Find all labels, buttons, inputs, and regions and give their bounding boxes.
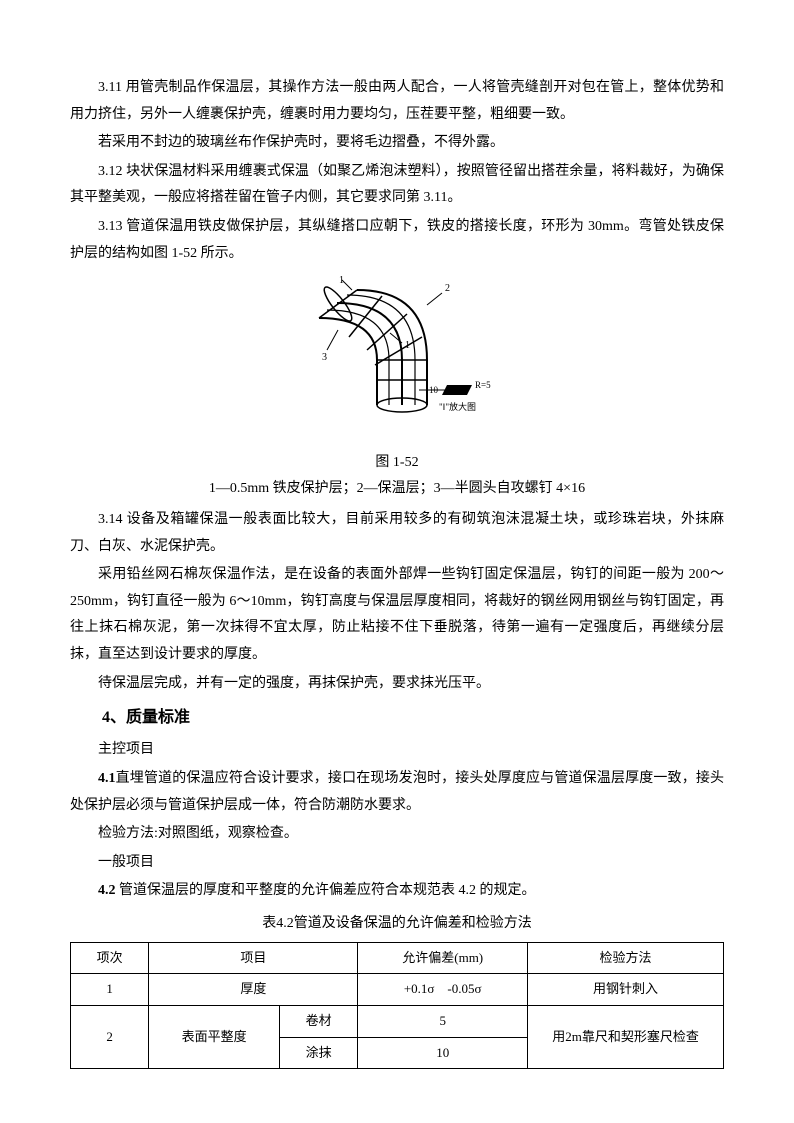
table-row-1: 1 厚度 +0.1σ -0.05σ 用钢针刺入 [71, 974, 724, 1006]
cell-method-2: 用2m靠尺和契形塞尺检查 [528, 1006, 724, 1069]
para-4-1-text: 直埋管道的保温应符合设计要求，接口在现场发泡时，接头处厚度应与管道保温层厚度一致… [70, 771, 724, 813]
figure-1-52: 1 2 1 3 10 R=5 "Ⅰ"放大图 [70, 275, 724, 446]
para-4-1: 4.1直埋管道的保温应符合设计要求，接口在现场发泡时，接头处厚度应与管道保温层厚… [70, 766, 724, 819]
para-4-1-prefix: 4.1 [98, 771, 116, 786]
para-4-2-prefix: 4.2 [98, 883, 116, 898]
para-3-14b: 采用铅丝网石棉灰保温作法，是在设备的表面外部焊一些钩钉固定保温层，钩钉的间距一般… [70, 562, 724, 668]
th-tolerance: 允许偏差(mm) [358, 942, 528, 974]
bent-pipe-diagram: 1 2 1 3 10 R=5 "Ⅰ"放大图 [297, 275, 497, 435]
figure-label-10: 10 [429, 385, 439, 395]
para-3-11b: 若采用不封边的玻璃丝布作保护壳时，要将毛边摺叠，不得外露。 [70, 130, 724, 157]
figure-label-detail: "Ⅰ"放大图 [439, 401, 476, 412]
cell-tol-1: +0.1σ -0.05σ [358, 974, 528, 1006]
para-4-1-method: 检验方法:对照图纸，观察检查。 [70, 821, 724, 848]
para-4-2-text: 管道保温层的厚度和平整度的允许偏差应符合本规范表 4.2 的规定。 [116, 883, 536, 898]
cell-no-2: 2 [71, 1006, 149, 1069]
cell-name-1: 厚度 [149, 974, 358, 1006]
figure-caption: 图 1-52 [70, 450, 724, 477]
para-4-2: 4.2 管道保温层的厚度和平整度的允许偏差应符合本规范表 4.2 的规定。 [70, 878, 724, 905]
cell-name-2: 表面平整度 [149, 1006, 280, 1069]
cell-sub2-name: 涂抹 [279, 1037, 357, 1069]
th-item-no: 项次 [71, 942, 149, 974]
para-3-13: 3.13 管道保温用铁皮做保护层，其纵缝搭口应朝下，铁皮的搭接长度，环形为 30… [70, 214, 724, 267]
figure-label-r5: R=5 [475, 380, 491, 390]
table-row-2a: 2 表面平整度 卷材 5 用2m靠尺和契形塞尺检查 [71, 1006, 724, 1038]
cell-sub1-tol: 5 [358, 1006, 528, 1038]
figure-label-1: 1 [339, 275, 344, 286]
figure-label-1b: 1 [405, 340, 410, 351]
para-3-14c: 待保温层完成，并有一定的强度，再抹保护壳，要求抹光压平。 [70, 671, 724, 698]
figure-label-2: 2 [445, 283, 450, 294]
section-4-heading: 4、质量标准 [70, 703, 724, 733]
cell-method-1: 用钢针刺入 [528, 974, 724, 1006]
figure-label-3: 3 [322, 352, 327, 363]
figure-legend: 1—0.5mm 铁皮保护层；2—保温层；3—半圆头自攻螺钉 4×16 [70, 476, 724, 503]
para-3-12: 3.12 块状保温材料采用缠裹式保温（如聚乙烯泡沫塑料），按照管径留出搭茬余量，… [70, 159, 724, 212]
general-item: 一般项目 [70, 850, 724, 877]
table-header-row: 项次 项目 允许偏差(mm) 检验方法 [71, 942, 724, 974]
cell-no-1: 1 [71, 974, 149, 1006]
para-3-14: 3.14 设备及箱罐保温一般表面比较大，目前采用较多的有砌筑泡沫混凝土块，或珍珠… [70, 507, 724, 560]
table-4-2: 项次 项目 允许偏差(mm) 检验方法 1 厚度 +0.1σ -0.05σ 用钢… [70, 942, 724, 1070]
th-item-name: 项目 [149, 942, 358, 974]
para-3-11: 3.11 用管壳制品作保温层，其操作方法一般由两人配合，一人将管壳缝剖开对包在管… [70, 75, 724, 128]
table-4-2-title: 表4.2管道及设备保温的允许偏差和检验方法 [70, 911, 724, 938]
cell-sub1-name: 卷材 [279, 1006, 357, 1038]
th-method: 检验方法 [528, 942, 724, 974]
cell-sub2-tol: 10 [358, 1037, 528, 1069]
master-control-item: 主控项目 [70, 737, 724, 764]
